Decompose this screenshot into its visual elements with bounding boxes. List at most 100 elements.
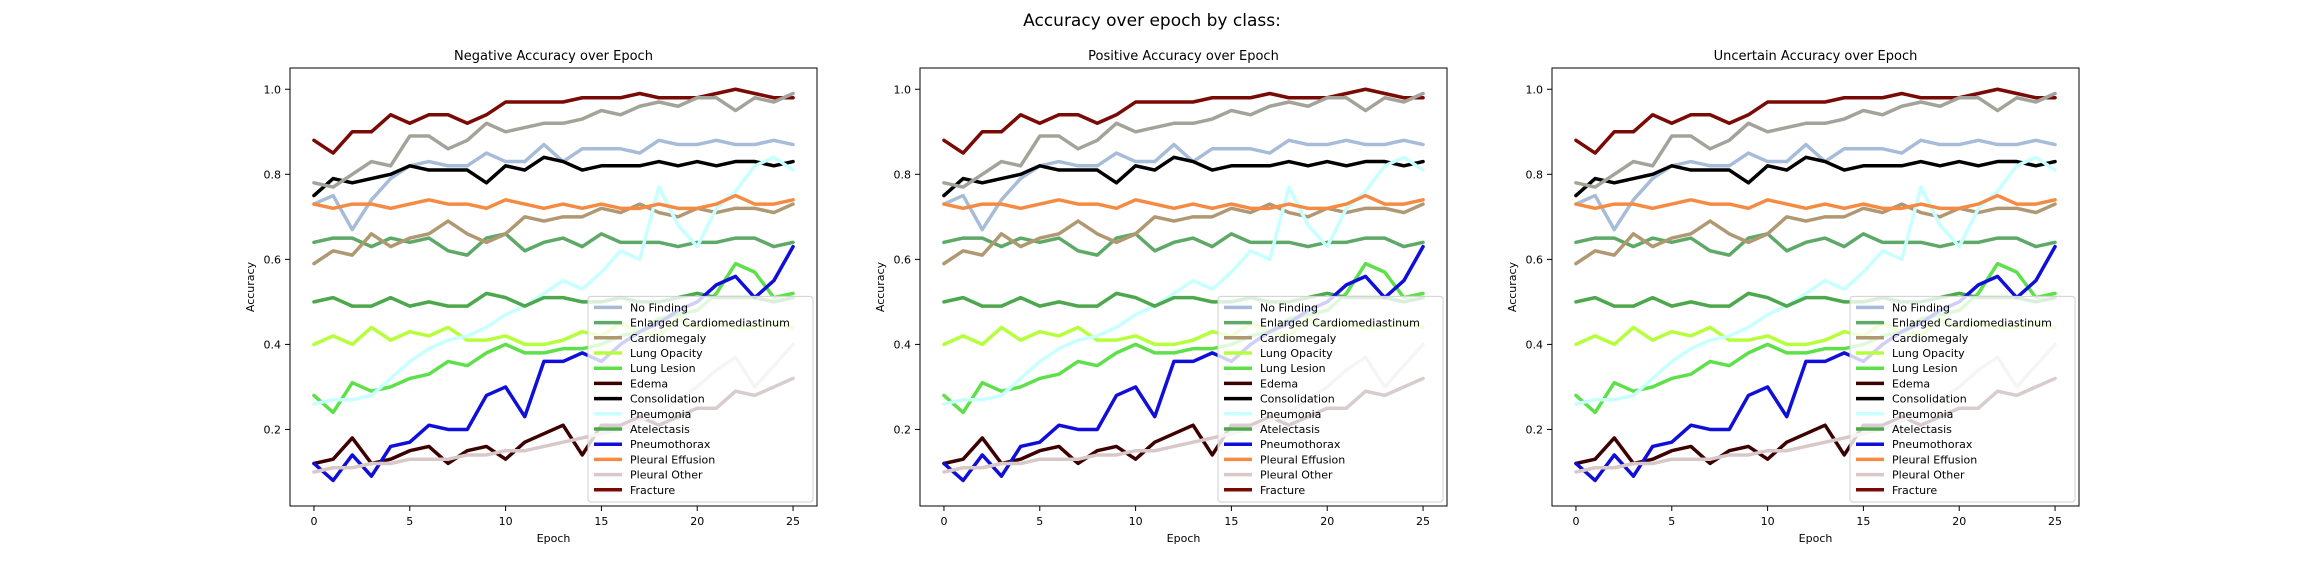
positive-ytick-label: 0.6 bbox=[894, 253, 912, 266]
negative-legend-label-consolidation: Consolidation bbox=[630, 393, 705, 406]
subplot-negative: Negative Accuracy over Epoch 0 5 10 15 20 25 0.… bbox=[244, 49, 818, 545]
positive-legend-box bbox=[1217, 295, 1444, 503]
positive-xtick-label: 10 bbox=[1129, 515, 1143, 528]
uncertain-series-line-cardiomegaly bbox=[1574, 202, 2057, 266]
positive-xtick-label: 20 bbox=[1320, 515, 1334, 528]
negative-series-line-enlarged-cardiomediastinum bbox=[312, 232, 795, 257]
positive-legend-label-no-finding: No Finding bbox=[1260, 301, 1318, 314]
uncertain-legend-label-lung-opacity: Lung Opacity bbox=[1892, 347, 1965, 360]
negative-chart-title: Negative Accuracy over Epoch bbox=[454, 49, 653, 64]
negative-legend-label-pleural-effusion: Pleural Effusion bbox=[630, 453, 715, 466]
uncertain-chart-title: Uncertain Accuracy over Epoch bbox=[1714, 49, 1918, 64]
negative-xaxis-label: Epoch bbox=[537, 532, 571, 545]
negative-xtick-label: 15 bbox=[594, 515, 608, 528]
uncertain-legend-label-pleural-other: Pleural Other bbox=[1892, 469, 1965, 482]
positive-xtick-label: 0 bbox=[940, 515, 947, 528]
uncertain-series-line-enlarged-cardiomediastinum bbox=[1574, 232, 2057, 257]
positive-legend-label-atelectasis: Atelectasis bbox=[1260, 423, 1320, 436]
figure-suptitle: Accuracy over epoch by class: bbox=[1023, 11, 1281, 31]
positive-legend-label-cardiomegaly: Cardiomegaly bbox=[1260, 332, 1337, 345]
positive-series-line-fracture bbox=[942, 87, 1425, 155]
positive-legend-label-pleural-other: Pleural Other bbox=[1260, 469, 1333, 482]
positive-legend-label-fracture: Fracture bbox=[1260, 484, 1305, 497]
uncertain-xtick-label: 25 bbox=[2048, 515, 2062, 528]
negative-ytick-label: 0.8 bbox=[264, 168, 282, 181]
negative-legend-label-pneumothorax: Pneumothorax bbox=[630, 438, 711, 451]
subplot-uncertain: Uncertain Accuracy over Epoch 0 5 10 15 20 25 0… bbox=[1506, 49, 2080, 545]
negative-legend-label-cardiomegaly: Cardiomegaly bbox=[630, 332, 707, 345]
positive-xtick-label: 15 bbox=[1224, 515, 1238, 528]
positive-xaxis-label: Epoch bbox=[1167, 532, 1201, 545]
positive-series-line-unlabeled-13 bbox=[942, 91, 1425, 189]
positive-axes-frame bbox=[919, 67, 1448, 507]
uncertain-ytick-label: 1.0 bbox=[1526, 83, 1544, 96]
positive-yaxis-label: Accuracy bbox=[874, 261, 887, 312]
negative-legend-label-edema: Edema bbox=[630, 377, 668, 390]
uncertain-series-line-consolidation bbox=[1574, 155, 2057, 198]
positive-legend-label-lung-lesion: Lung Lesion bbox=[1260, 362, 1326, 375]
uncertain-ytick-label: 0.6 bbox=[1526, 253, 1544, 266]
negative-legend-label-lung-opacity: Lung Opacity bbox=[630, 347, 703, 360]
positive-series-line-cardiomegaly bbox=[942, 202, 1425, 266]
uncertain-axes-frame bbox=[1551, 67, 2080, 507]
negative-series-lines bbox=[312, 87, 795, 483]
uncertain-legend-label-edema: Edema bbox=[1892, 377, 1930, 390]
uncertain-legend-label-fracture: Fracture bbox=[1892, 484, 1937, 497]
negative-series-line-no-finding bbox=[312, 138, 795, 232]
uncertain-legend-label-consolidation: Consolidation bbox=[1892, 393, 1967, 406]
uncertain-legend-label-lung-lesion: Lung Lesion bbox=[1892, 362, 1958, 375]
negative-series-line-cardiomegaly bbox=[312, 202, 795, 266]
negative-xtick-label: 25 bbox=[786, 515, 800, 528]
uncertain-series-line-unlabeled-13 bbox=[1574, 91, 2057, 189]
negative-axes-frame bbox=[289, 67, 818, 507]
positive-legend-label-pneumothorax: Pneumothorax bbox=[1260, 438, 1341, 451]
uncertain-ytick-label: 0.2 bbox=[1526, 423, 1544, 436]
negative-ytick-label: 0.6 bbox=[264, 253, 282, 266]
negative-xtick-label: 20 bbox=[690, 515, 704, 528]
negative-legend-box bbox=[587, 295, 814, 503]
negative-xtick-label: 5 bbox=[406, 515, 413, 528]
negative-xtick-label: 10 bbox=[499, 515, 513, 528]
positive-xtick-label: 25 bbox=[1416, 515, 1430, 528]
uncertain-xaxis-label: Epoch bbox=[1799, 532, 1833, 545]
uncertain-legend-label-enlarged-cardiomediastinum: Enlarged Cardiomediastinum bbox=[1892, 317, 2052, 330]
uncertain-yaxis-label: Accuracy bbox=[1506, 261, 1519, 312]
uncertain-legend-label-pneumothorax: Pneumothorax bbox=[1892, 438, 1973, 451]
negative-legend-label-pneumonia: Pneumonia bbox=[630, 408, 691, 421]
positive-legend-label-pneumonia: Pneumonia bbox=[1260, 408, 1321, 421]
positive-series-lines bbox=[942, 87, 1425, 483]
positive-ytick-label: 0.4 bbox=[894, 338, 912, 351]
positive-legend-label-lung-opacity: Lung Opacity bbox=[1260, 347, 1333, 360]
negative-series-line-fracture bbox=[312, 87, 795, 155]
uncertain-legend: No Finding Enlarged Cardiomediastinum Card… bbox=[1849, 295, 2076, 503]
uncertain-legend-label-atelectasis: Atelectasis bbox=[1892, 423, 1952, 436]
negative-series-line-pneumothorax bbox=[312, 244, 795, 483]
negative-series-line-pleural-effusion bbox=[312, 193, 795, 211]
positive-ytick-label: 1.0 bbox=[894, 83, 912, 96]
positive-legend-label-pleural-effusion: Pleural Effusion bbox=[1260, 453, 1345, 466]
positive-series-line-pleural-effusion bbox=[942, 193, 1425, 211]
uncertain-xtick-label: 0 bbox=[1572, 515, 1579, 528]
uncertain-series-line-pneumothorax bbox=[1574, 244, 2057, 483]
uncertain-legend-box bbox=[1849, 295, 2076, 503]
positive-chart-title: Positive Accuracy over Epoch bbox=[1088, 49, 1279, 64]
uncertain-xtick-label: 20 bbox=[1952, 515, 1966, 528]
positive-legend-label-consolidation: Consolidation bbox=[1260, 393, 1335, 406]
negative-legend-label-lung-lesion: Lung Lesion bbox=[630, 362, 696, 375]
negative-series-line-consolidation bbox=[312, 155, 795, 198]
negative-legend-label-pleural-other: Pleural Other bbox=[630, 469, 703, 482]
negative-series-line-pneumonia bbox=[312, 155, 795, 406]
negative-ytick-label: 0.4 bbox=[264, 338, 282, 351]
uncertain-ytick-label: 0.4 bbox=[1526, 338, 1544, 351]
negative-series-line-unlabeled-13 bbox=[312, 91, 795, 189]
uncertain-legend-label-cardiomegaly: Cardiomegaly bbox=[1892, 332, 1969, 345]
positive-xtick-label: 5 bbox=[1036, 515, 1043, 528]
negative-legend: No Finding Enlarged Cardiomediastinum Card… bbox=[587, 295, 814, 503]
positive-series-line-enlarged-cardiomediastinum bbox=[942, 232, 1425, 257]
uncertain-series-line-fracture bbox=[1574, 87, 2057, 155]
positive-legend-label-edema: Edema bbox=[1260, 377, 1298, 390]
positive-series-line-pneumonia bbox=[942, 155, 1425, 406]
positive-ytick-label: 0.2 bbox=[894, 423, 912, 436]
uncertain-legend-label-pleural-effusion: Pleural Effusion bbox=[1892, 453, 1977, 466]
